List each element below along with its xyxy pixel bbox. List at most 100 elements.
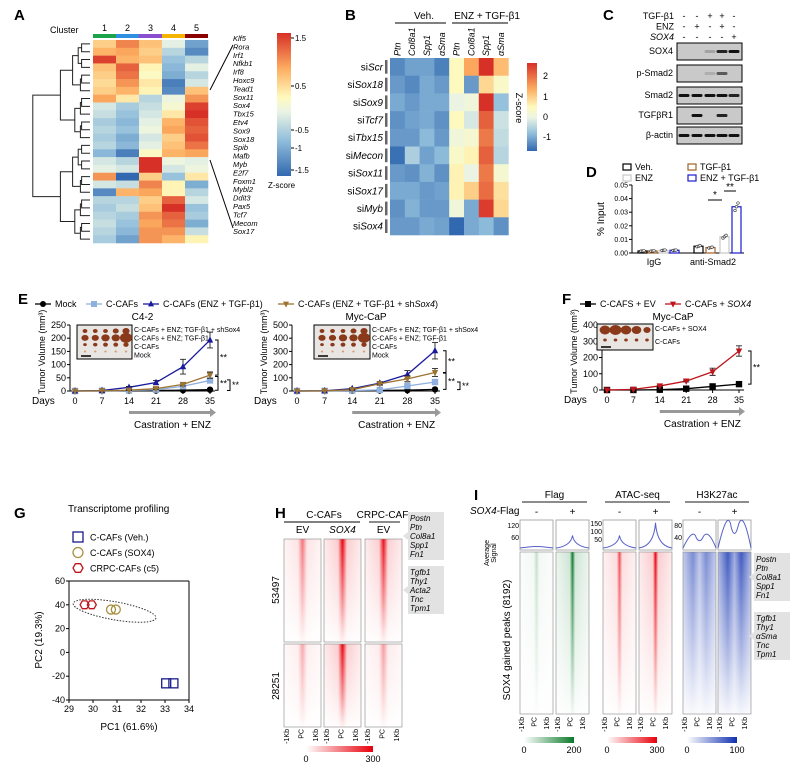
condition-sign: - (618, 507, 621, 518)
cluster-number: 1 (102, 23, 107, 33)
heatmap-cell (116, 102, 140, 111)
heatmap-cell (185, 40, 209, 49)
blot-label: Smad2 (644, 90, 673, 100)
tumor-image (349, 334, 358, 342)
heatmap-cell (404, 111, 420, 121)
panel-label-e: E (18, 291, 28, 308)
row-label-gene: Mecon (353, 151, 383, 162)
x-tick-label: 7 (99, 396, 104, 406)
tumor-image (103, 342, 108, 347)
condition-sign: + (719, 22, 724, 32)
heatmap-cell (478, 75, 494, 85)
heatmap-cell (419, 75, 435, 85)
tumor-image (318, 334, 326, 341)
condition-sign: - (733, 11, 736, 21)
dendrogram (32, 43, 90, 240)
data-point (148, 300, 154, 307)
tumor-image (645, 338, 649, 342)
dendrogram-branch (81, 98, 90, 107)
panel-label-b: B (345, 7, 356, 24)
dendrogram-branch (81, 43, 90, 53)
column-label: SOX4 (329, 525, 356, 536)
group-label: C-CAFs (306, 510, 342, 521)
heatmap-cell (404, 164, 420, 174)
gene-label: Myb (233, 160, 247, 169)
tumor-image (328, 334, 337, 341)
row-label-gene: Tbx15 (355, 133, 383, 144)
tumor-image (91, 334, 99, 341)
significance-bracket (227, 379, 231, 391)
heatmap-border (323, 538, 362, 643)
data-point (431, 378, 439, 386)
days-label: Days (564, 395, 587, 406)
data-point (168, 678, 179, 689)
row-label: 28251 (271, 672, 282, 700)
condition-label: ENZ (656, 22, 675, 32)
y-tick-label: -40 (52, 695, 65, 705)
treatment-arrow (352, 408, 441, 417)
y-axis-label: Tumor Volume (mm³) (37, 310, 47, 395)
tumor-image (103, 329, 108, 333)
heatmap-cell (162, 203, 186, 213)
x-tick-label: PC (651, 717, 658, 727)
y-tick-label: 60 (55, 576, 65, 586)
blot-band (704, 72, 716, 75)
heatmap-cell (404, 208, 420, 218)
heatmap-cell (162, 40, 186, 49)
panel-label-h: H (275, 505, 286, 522)
x-tick-label: 35 (734, 395, 744, 405)
tumor-image (124, 350, 128, 353)
row-label-prefix: si (346, 151, 353, 162)
heatmap-cell (419, 217, 435, 227)
heatmap-a (93, 40, 209, 244)
blot-band (716, 94, 728, 97)
heatmap-cell (449, 128, 465, 138)
heatmap-cell (449, 66, 465, 76)
heatmap-cell (162, 196, 186, 205)
heatmap-cell (390, 84, 406, 94)
data-point (152, 378, 160, 386)
y-tick-label: 300 (273, 346, 288, 356)
heatmap-cell (404, 199, 420, 209)
row-label: siMecon (346, 151, 384, 162)
heatmap-b (390, 58, 509, 236)
heatmap-cell (116, 86, 140, 95)
data-point (179, 381, 187, 389)
legend-label: C-CAFS + EV (600, 299, 656, 309)
heatmap-cell (116, 79, 140, 88)
inset-label: C-CAFs (655, 339, 680, 346)
heatmap-cell (116, 180, 140, 189)
row-labels-b: siScrsiSox18siSox9siTcf7siTbx15siMeconsi… (346, 60, 388, 233)
cluster-number: 5 (194, 23, 199, 33)
heatmap-cell (162, 149, 186, 158)
legend-label: ENZ (635, 173, 654, 183)
x-tick-label: -1Kb (519, 717, 526, 732)
tumor-image (82, 329, 88, 333)
heatmap-cell (139, 102, 163, 111)
heatmap-cell (449, 208, 465, 218)
heatmap-cell (478, 137, 494, 147)
heatmap-cell (493, 128, 509, 138)
row-label-prefix: si (361, 62, 368, 73)
heatmap-cell (185, 227, 209, 236)
gene-label: Klf5 (233, 34, 247, 43)
heatmap-cell (116, 211, 140, 220)
dendrogram-branch (81, 74, 90, 84)
heatmap-cell (493, 181, 509, 192)
heatmap-cell (434, 75, 450, 85)
heatmap-cell (434, 119, 450, 130)
heatmap-cell (449, 164, 465, 174)
heatmap-cell (419, 102, 435, 112)
condition-sign: - (709, 22, 712, 32)
heatmap-border (519, 551, 554, 715)
heatmap-cell (419, 146, 435, 156)
gene-label: Ddit3 (233, 194, 251, 203)
heatmap-cell (478, 173, 494, 183)
x-tick-label: -1Kb (555, 717, 562, 732)
data-point (321, 388, 328, 395)
assay-label: ATAC-seq (615, 490, 660, 501)
heatmap-cell (162, 211, 186, 220)
condition-sign: + (694, 22, 699, 32)
cluster-color-bar (162, 34, 185, 38)
